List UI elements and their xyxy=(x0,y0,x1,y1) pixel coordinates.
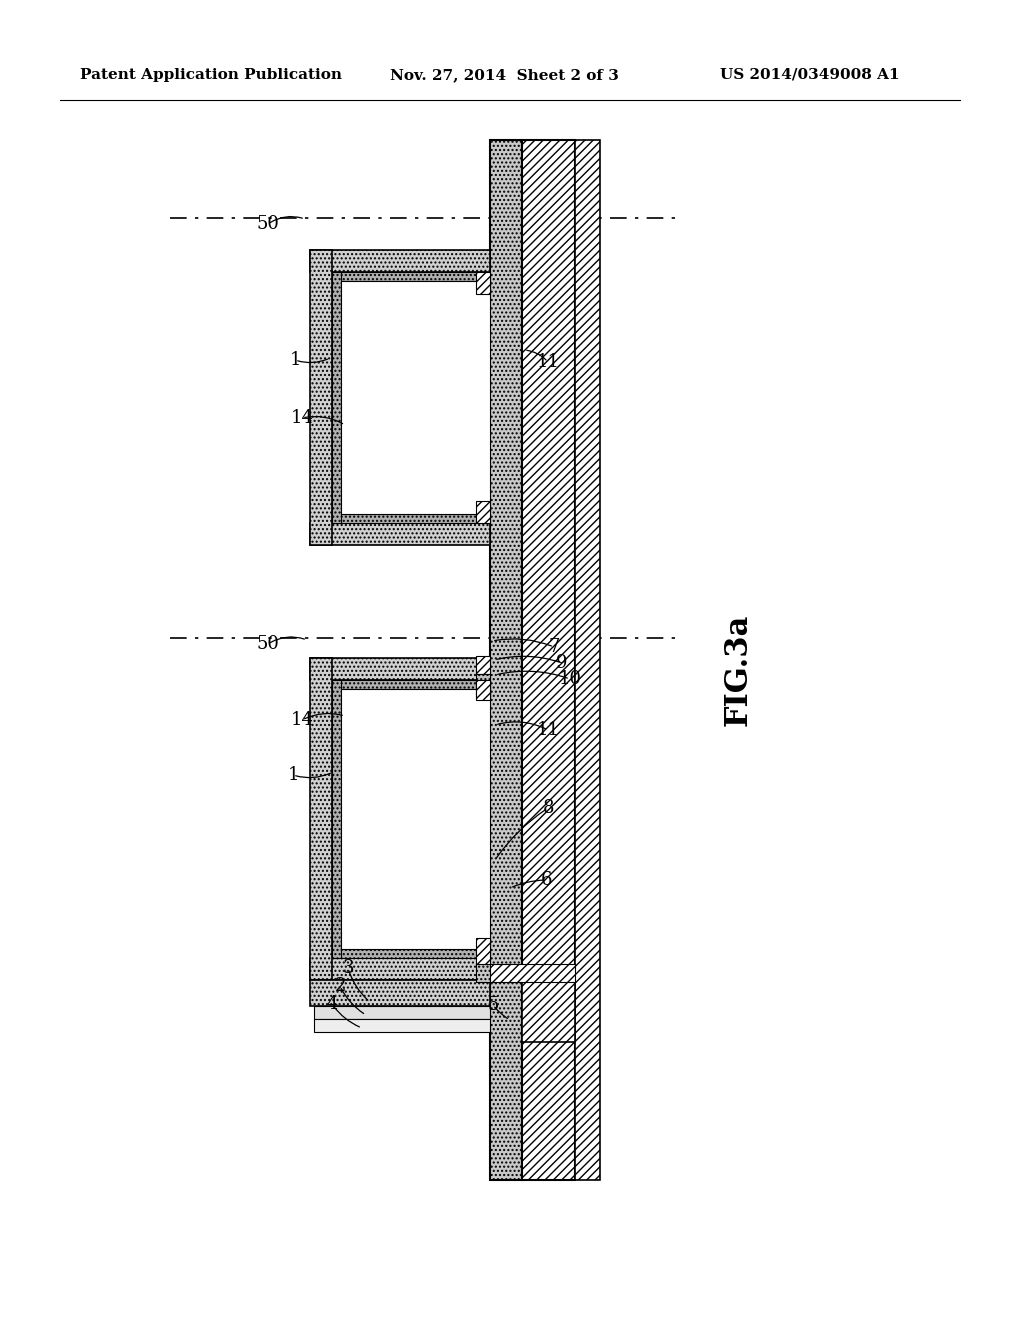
Bar xyxy=(476,656,490,675)
Text: 9: 9 xyxy=(556,653,567,672)
Text: 1: 1 xyxy=(289,351,301,370)
Bar xyxy=(332,949,490,958)
Bar xyxy=(522,140,575,1180)
Text: 11: 11 xyxy=(537,352,559,371)
Text: 3: 3 xyxy=(342,960,353,977)
Text: 6: 6 xyxy=(541,871,552,888)
Bar xyxy=(314,1019,490,1032)
Bar xyxy=(310,523,490,545)
Bar xyxy=(310,249,332,545)
Text: 50: 50 xyxy=(257,635,280,653)
Text: US 2014/0349008 A1: US 2014/0349008 A1 xyxy=(720,69,900,82)
Bar xyxy=(332,513,490,523)
Bar xyxy=(476,686,490,698)
Bar xyxy=(575,140,600,1180)
Text: 4: 4 xyxy=(327,995,338,1012)
Bar xyxy=(490,140,522,1180)
Bar xyxy=(476,502,490,523)
Bar xyxy=(476,272,490,294)
Bar xyxy=(310,249,490,272)
Text: Patent Application Publication: Patent Application Publication xyxy=(80,69,342,82)
Bar xyxy=(490,964,575,982)
Text: 1: 1 xyxy=(288,766,299,784)
Text: 50: 50 xyxy=(257,215,280,234)
Bar xyxy=(332,272,490,281)
Text: 11: 11 xyxy=(537,721,559,739)
Bar xyxy=(476,675,490,686)
Text: FIG.3a: FIG.3a xyxy=(723,614,754,726)
Bar xyxy=(310,657,332,979)
Bar xyxy=(332,680,490,689)
Bar xyxy=(341,689,490,949)
Bar xyxy=(314,1006,490,1019)
Text: 2: 2 xyxy=(334,977,346,995)
Bar xyxy=(310,657,490,680)
Bar xyxy=(310,958,490,979)
Bar xyxy=(476,939,490,966)
Text: 7: 7 xyxy=(548,638,560,656)
Bar xyxy=(310,979,490,1006)
Text: 10: 10 xyxy=(558,671,582,688)
Text: 8: 8 xyxy=(543,799,554,817)
Bar xyxy=(332,272,341,523)
Bar xyxy=(522,979,575,1041)
Bar xyxy=(476,680,490,700)
Text: 14: 14 xyxy=(291,711,313,729)
Bar xyxy=(341,281,490,513)
Bar xyxy=(476,964,490,982)
Text: Nov. 27, 2014  Sheet 2 of 3: Nov. 27, 2014 Sheet 2 of 3 xyxy=(390,69,618,82)
Bar xyxy=(332,680,341,958)
Text: 5: 5 xyxy=(487,997,499,1014)
Text: 14: 14 xyxy=(291,409,313,426)
